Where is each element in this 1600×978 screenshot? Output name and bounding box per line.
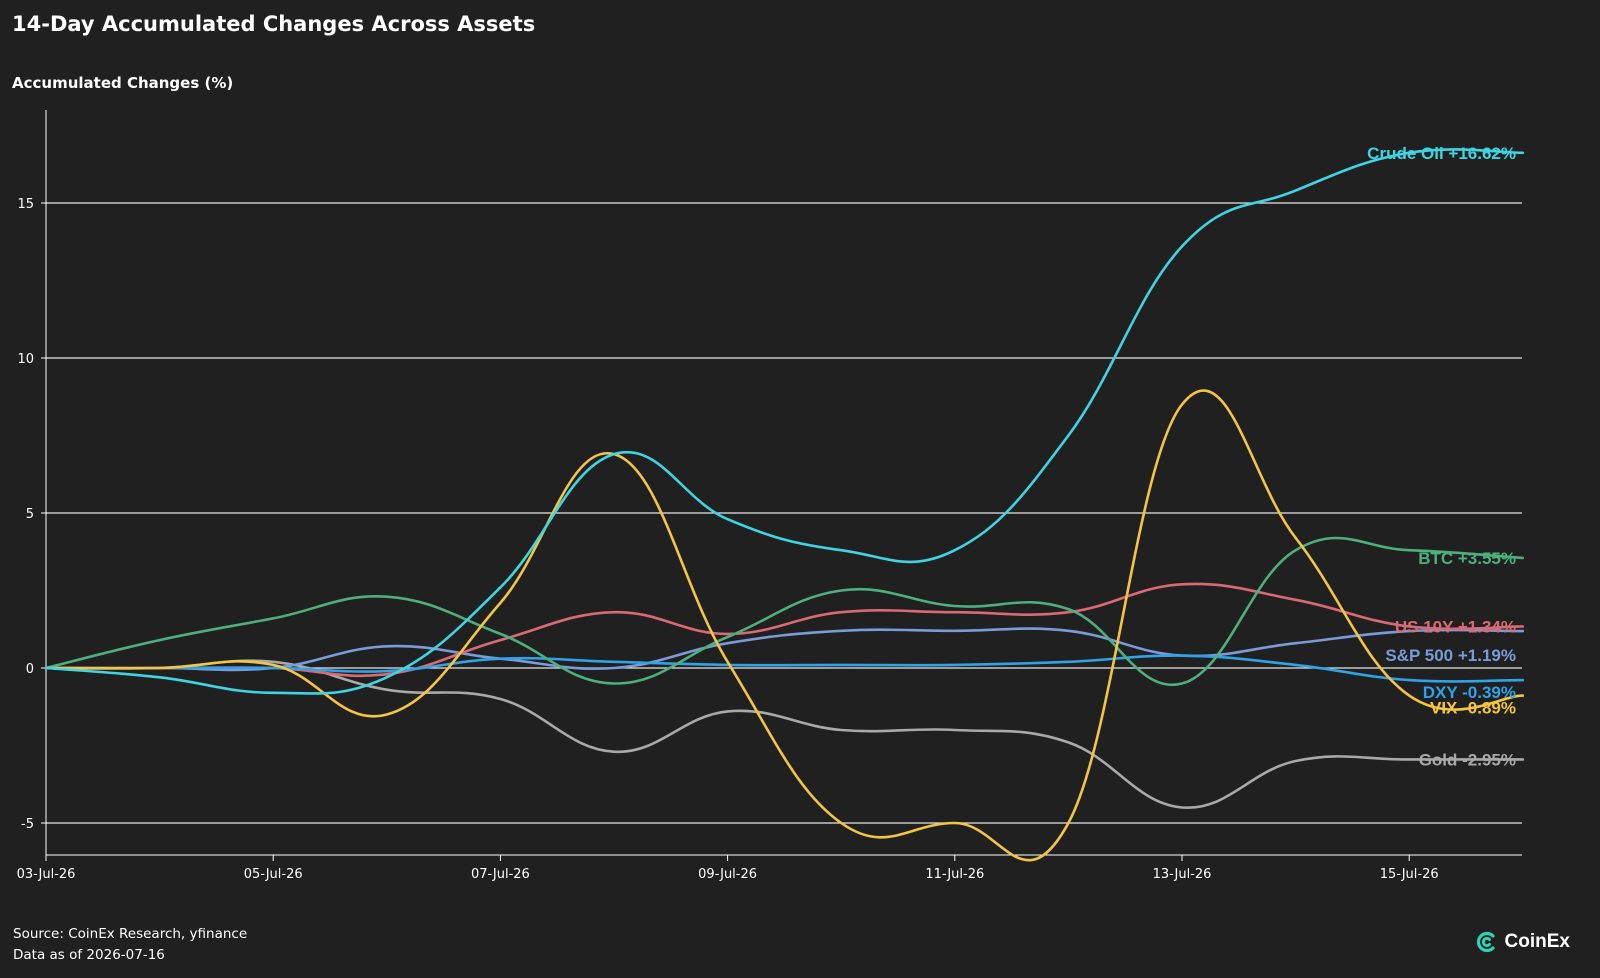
x-tick-label: 11-Jul-26 <box>925 867 984 882</box>
x-tick-label: 07-Jul-26 <box>471 867 530 882</box>
series-end-label: US 10Y +1.34% <box>1395 617 1516 636</box>
gridlines <box>46 202 1522 824</box>
x-tick-label: 03-Jul-26 <box>17 867 76 882</box>
x-tick-label: 05-Jul-26 <box>244 867 303 882</box>
series-line-btc <box>44 536 1525 687</box>
y-tick-label: 0 <box>26 662 34 677</box>
y-tick-label: 15 <box>17 197 34 212</box>
series-end-labels: Crude Oil +16.62% BTC +3.55% US 10Y +1.34%… <box>1367 144 1516 770</box>
x-tick-label: 13-Jul-26 <box>1153 867 1212 882</box>
series-end-label: Crude Oil +16.62% <box>1367 144 1516 163</box>
footer: Source: CoinEx Research, yfinance Data a… <box>13 924 247 966</box>
brand-name: CoinEx <box>1504 931 1570 952</box>
series-line-gold <box>44 659 1525 809</box>
data-date-text: Data as of 2026-07-16 <box>13 947 165 963</box>
y-tick-label: 10 <box>17 352 34 367</box>
chart-title: 14-Day Accumulated Changes Across Assets <box>12 12 536 36</box>
x-tick-label: 09-Jul-26 <box>698 867 757 882</box>
y-axis-label: Accumulated Changes (%) <box>12 74 234 92</box>
series-end-label: Gold -2.95% <box>1419 750 1516 769</box>
series-line-crude-oil <box>44 148 1525 695</box>
x-tick-label: 15-Jul-26 <box>1380 867 1439 882</box>
series-lines <box>44 148 1525 862</box>
source-text: Source: CoinEx Research, yfinance <box>13 926 248 942</box>
brand-logo: CoinEx <box>1475 930 1570 954</box>
axes: 15 10 5 0 -5 03-Jul-26 05-Jul-26 07-Jul-26 09-Ju… <box>17 110 1522 882</box>
series-line-vix <box>44 389 1525 862</box>
y-tick-label: 5 <box>26 507 34 522</box>
series-end-label: BTC +3.55% <box>1418 549 1516 568</box>
series-end-label: DXY -0.39% <box>1423 683 1516 702</box>
coinex-logo-icon <box>1476 931 1495 953</box>
y-tick-label: -5 <box>21 817 34 832</box>
series-end-label: VIX -0.89% <box>1430 699 1516 718</box>
series-line-s-p-500 <box>44 627 1525 672</box>
series-end-label: S&P 500 +1.19% <box>1385 646 1516 665</box>
